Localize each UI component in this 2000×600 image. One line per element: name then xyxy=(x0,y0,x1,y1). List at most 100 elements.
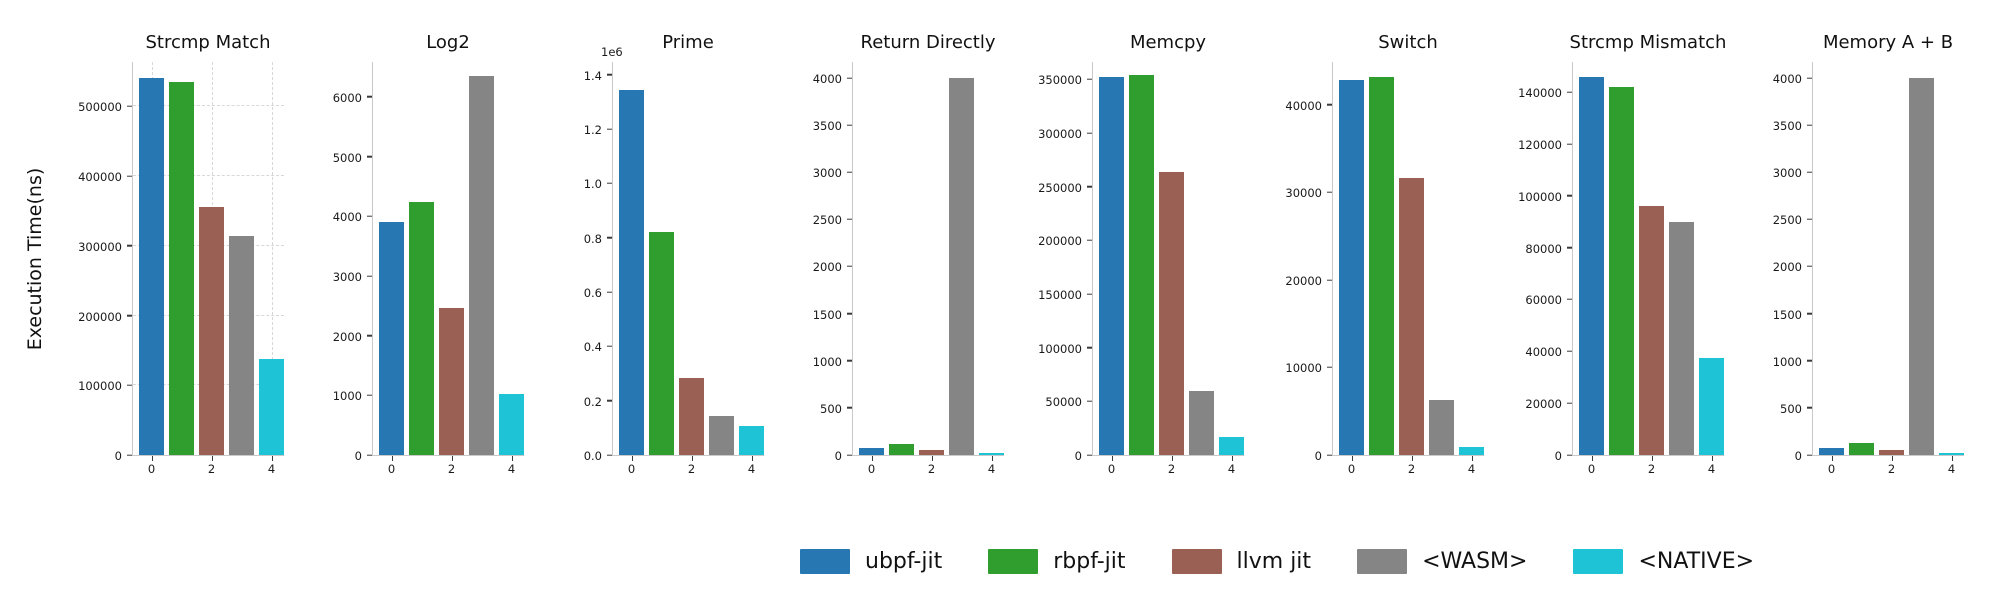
bar-llvm-jit xyxy=(919,450,944,455)
x-tick-mark xyxy=(931,456,933,461)
chart-panel-return-directly: Return Directly 0 500 1000 1500 2000 2500 3000 3… xyxy=(790,28,1030,498)
y-tick-label: 0.6 xyxy=(583,285,602,300)
x-tick-label: 2 xyxy=(1647,462,1656,476)
legend-swatch-wasm xyxy=(1357,549,1408,574)
plot-area: 0 2 4 xyxy=(127,62,284,476)
y-tick-label: 100000 xyxy=(78,379,122,394)
x-tick-mark xyxy=(1591,456,1593,461)
x-tick-label: 0 xyxy=(1587,462,1596,476)
x-tick-label: 2 xyxy=(927,462,936,476)
y-tick-labels: 0 50000 100000 150000 200000 250000 300000 3500… xyxy=(1030,62,1086,463)
legend-item-native: <NATIVE> xyxy=(1573,549,1754,574)
y-tick-mark xyxy=(1807,407,1812,409)
chart-title: Prime xyxy=(662,32,714,53)
y-tick-label: 3500 xyxy=(1772,119,1802,134)
y-tick-mark xyxy=(1567,195,1572,197)
bar-llvm-jit xyxy=(679,377,704,455)
bar-rbpf-jit xyxy=(409,202,434,455)
y-tick-label: 1.4 xyxy=(583,68,602,83)
chart-panel-memcpy: Memcpy 0 50000 100000 150000 200000 250000 3000… xyxy=(1030,28,1270,498)
y-axis-label: Execution Time(ns) xyxy=(24,167,46,351)
chart-title: Return Directly xyxy=(860,32,996,53)
y-tick-label: 4000 xyxy=(812,71,842,86)
x-tick-mark xyxy=(511,456,513,461)
y-tick-labels: 0 10000 20000 30000 40000 xyxy=(1270,62,1326,463)
chart-title: Strcmp Mismatch xyxy=(1569,32,1727,53)
bar-ubpf-jit xyxy=(619,89,644,455)
y-tick-mark xyxy=(847,407,852,409)
y-tick-mark xyxy=(607,291,612,293)
y-tick-mark xyxy=(127,175,132,177)
y-tick-label: 500000 xyxy=(78,100,122,115)
y-tick-label: 2500 xyxy=(812,213,842,228)
y-tick-mark xyxy=(1327,191,1332,194)
bar-wasm xyxy=(949,77,974,455)
y-tick-mark xyxy=(1087,239,1092,241)
chart-title: Strcmp Match xyxy=(145,32,271,53)
y-tick-mark xyxy=(1567,402,1572,404)
y-tick-mark xyxy=(367,155,372,158)
y-tick-label: 4000 xyxy=(332,210,362,225)
y-tick-mark xyxy=(367,454,372,456)
y-tick-label: 150000 xyxy=(1038,287,1082,302)
bar-wasm xyxy=(1189,390,1214,455)
y-tick-label: 0 xyxy=(1074,449,1082,463)
y-tick-label: 3000 xyxy=(1772,166,1802,181)
x-tick-mark xyxy=(1891,456,1893,461)
y-tick-label: 6000 xyxy=(332,90,362,105)
y-tick-label: 0.8 xyxy=(583,231,602,246)
y-tick-label: 0.4 xyxy=(583,340,602,355)
y-tick-mark xyxy=(607,399,612,402)
bar-llvm-jit xyxy=(439,308,464,455)
x-tick-label: 0 xyxy=(867,462,876,476)
y-tick-label: 0 xyxy=(834,449,842,463)
bar-native xyxy=(739,426,764,455)
y-tick-label: 10000 xyxy=(1285,361,1322,376)
y-tick-label: 60000 xyxy=(1525,293,1562,308)
gridline-horizontal xyxy=(133,175,284,177)
y-tick-mark xyxy=(847,218,852,221)
y-tick-mark xyxy=(847,171,852,173)
chart-title: Memcpy xyxy=(1129,32,1207,53)
bar-llvm-jit xyxy=(1639,206,1664,455)
y-tick-mark xyxy=(1087,132,1092,134)
y-tick-label: 300000 xyxy=(1038,126,1082,141)
y-tick-mark xyxy=(1807,218,1812,221)
chart-panel-log2: Log2 0 1000 2000 3000 4000 5000 6000 0 2 4 xyxy=(310,28,550,498)
bar-native xyxy=(979,452,1004,455)
y-tick-mark xyxy=(1087,454,1092,456)
y-tick-label: 0 xyxy=(1554,449,1562,463)
y-tick-label: 2000 xyxy=(1772,260,1802,275)
y-tick-mark xyxy=(367,96,372,98)
chart-legend: ubpf-jit rbpf-jit llvm jit <WASM> <NATIVE> xyxy=(800,549,1800,574)
y-tick-mark xyxy=(847,77,852,79)
bar-wasm xyxy=(709,415,734,455)
y-tick-mark xyxy=(607,454,612,456)
y-tick-mark xyxy=(127,245,132,247)
y-tick-label: 2000 xyxy=(332,329,362,344)
y-tick-mark xyxy=(1807,77,1812,79)
y-tick-label: 1000 xyxy=(812,354,842,369)
y-tick-mark xyxy=(127,314,132,317)
x-tick-label: 4 xyxy=(1467,462,1476,476)
bar-llvm-jit xyxy=(1879,449,1904,455)
y-tick-mark xyxy=(847,312,852,315)
x-tick-label: 0 xyxy=(147,462,156,476)
y-tick-mark xyxy=(1327,366,1332,369)
x-tick-mark xyxy=(211,456,213,461)
legend-swatch-llvm-jit xyxy=(1171,549,1222,574)
y-tick-mark xyxy=(847,360,852,362)
y-tick-label: 0 xyxy=(1314,449,1322,463)
x-tick-label: 0 xyxy=(387,462,396,476)
x-tick-label: 4 xyxy=(1707,462,1716,476)
y-tick-labels: 0.0 0.2 0.4 0.6 0.8 1.0 1.2 1.4 xyxy=(550,62,606,463)
y-tick-mark xyxy=(367,394,372,397)
y-tick-mark xyxy=(1807,124,1812,126)
y-tick-labels: 0 100000 200000 300000 400000 500000 xyxy=(70,62,126,463)
y-tick-mark xyxy=(607,73,612,76)
bar-native xyxy=(259,359,284,455)
y-tick-mark xyxy=(1807,265,1812,268)
x-tick-label: 0 xyxy=(1107,462,1116,476)
plot-area: 0 2 4 xyxy=(1087,62,1244,476)
x-tick-mark xyxy=(691,456,693,461)
